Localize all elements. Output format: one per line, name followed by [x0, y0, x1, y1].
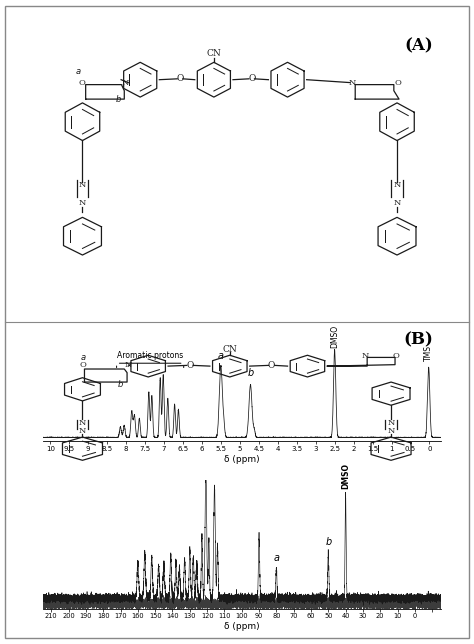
- X-axis label: δ (ppm): δ (ppm): [224, 622, 260, 631]
- Text: N: N: [79, 182, 86, 189]
- Text: N: N: [79, 419, 86, 426]
- Text: N: N: [79, 199, 86, 207]
- Text: O: O: [80, 361, 87, 368]
- Text: a: a: [81, 353, 86, 362]
- Text: O: O: [176, 74, 184, 83]
- Text: O: O: [392, 352, 399, 360]
- Text: Aromatic protons: Aromatic protons: [117, 351, 183, 360]
- Text: b: b: [247, 368, 254, 378]
- Text: a: a: [218, 350, 224, 361]
- Text: N: N: [349, 79, 356, 86]
- Text: O: O: [186, 361, 194, 370]
- Text: N: N: [393, 199, 401, 207]
- Text: TMS: TMS: [424, 345, 433, 361]
- Text: O: O: [78, 79, 85, 86]
- Text: N: N: [387, 419, 395, 426]
- Text: CN: CN: [207, 49, 221, 58]
- Text: b: b: [325, 537, 331, 547]
- Text: N: N: [79, 428, 86, 435]
- Text: b: b: [116, 95, 121, 104]
- Text: O: O: [268, 361, 275, 370]
- Text: DMSO: DMSO: [341, 463, 350, 489]
- Text: N: N: [362, 352, 369, 360]
- Text: N: N: [122, 79, 129, 86]
- Text: a: a: [273, 553, 279, 564]
- Text: N: N: [387, 428, 395, 435]
- Text: (A): (A): [404, 37, 433, 55]
- Text: N: N: [125, 361, 132, 368]
- Text: DMSO: DMSO: [330, 325, 339, 348]
- X-axis label: δ (ppm): δ (ppm): [224, 455, 260, 464]
- Text: a: a: [76, 66, 81, 75]
- Text: N: N: [393, 182, 401, 189]
- Text: O: O: [394, 79, 401, 86]
- Text: b: b: [118, 381, 123, 390]
- Text: (B): (B): [403, 331, 433, 348]
- Text: O: O: [248, 74, 255, 83]
- Text: CN: CN: [222, 345, 237, 354]
